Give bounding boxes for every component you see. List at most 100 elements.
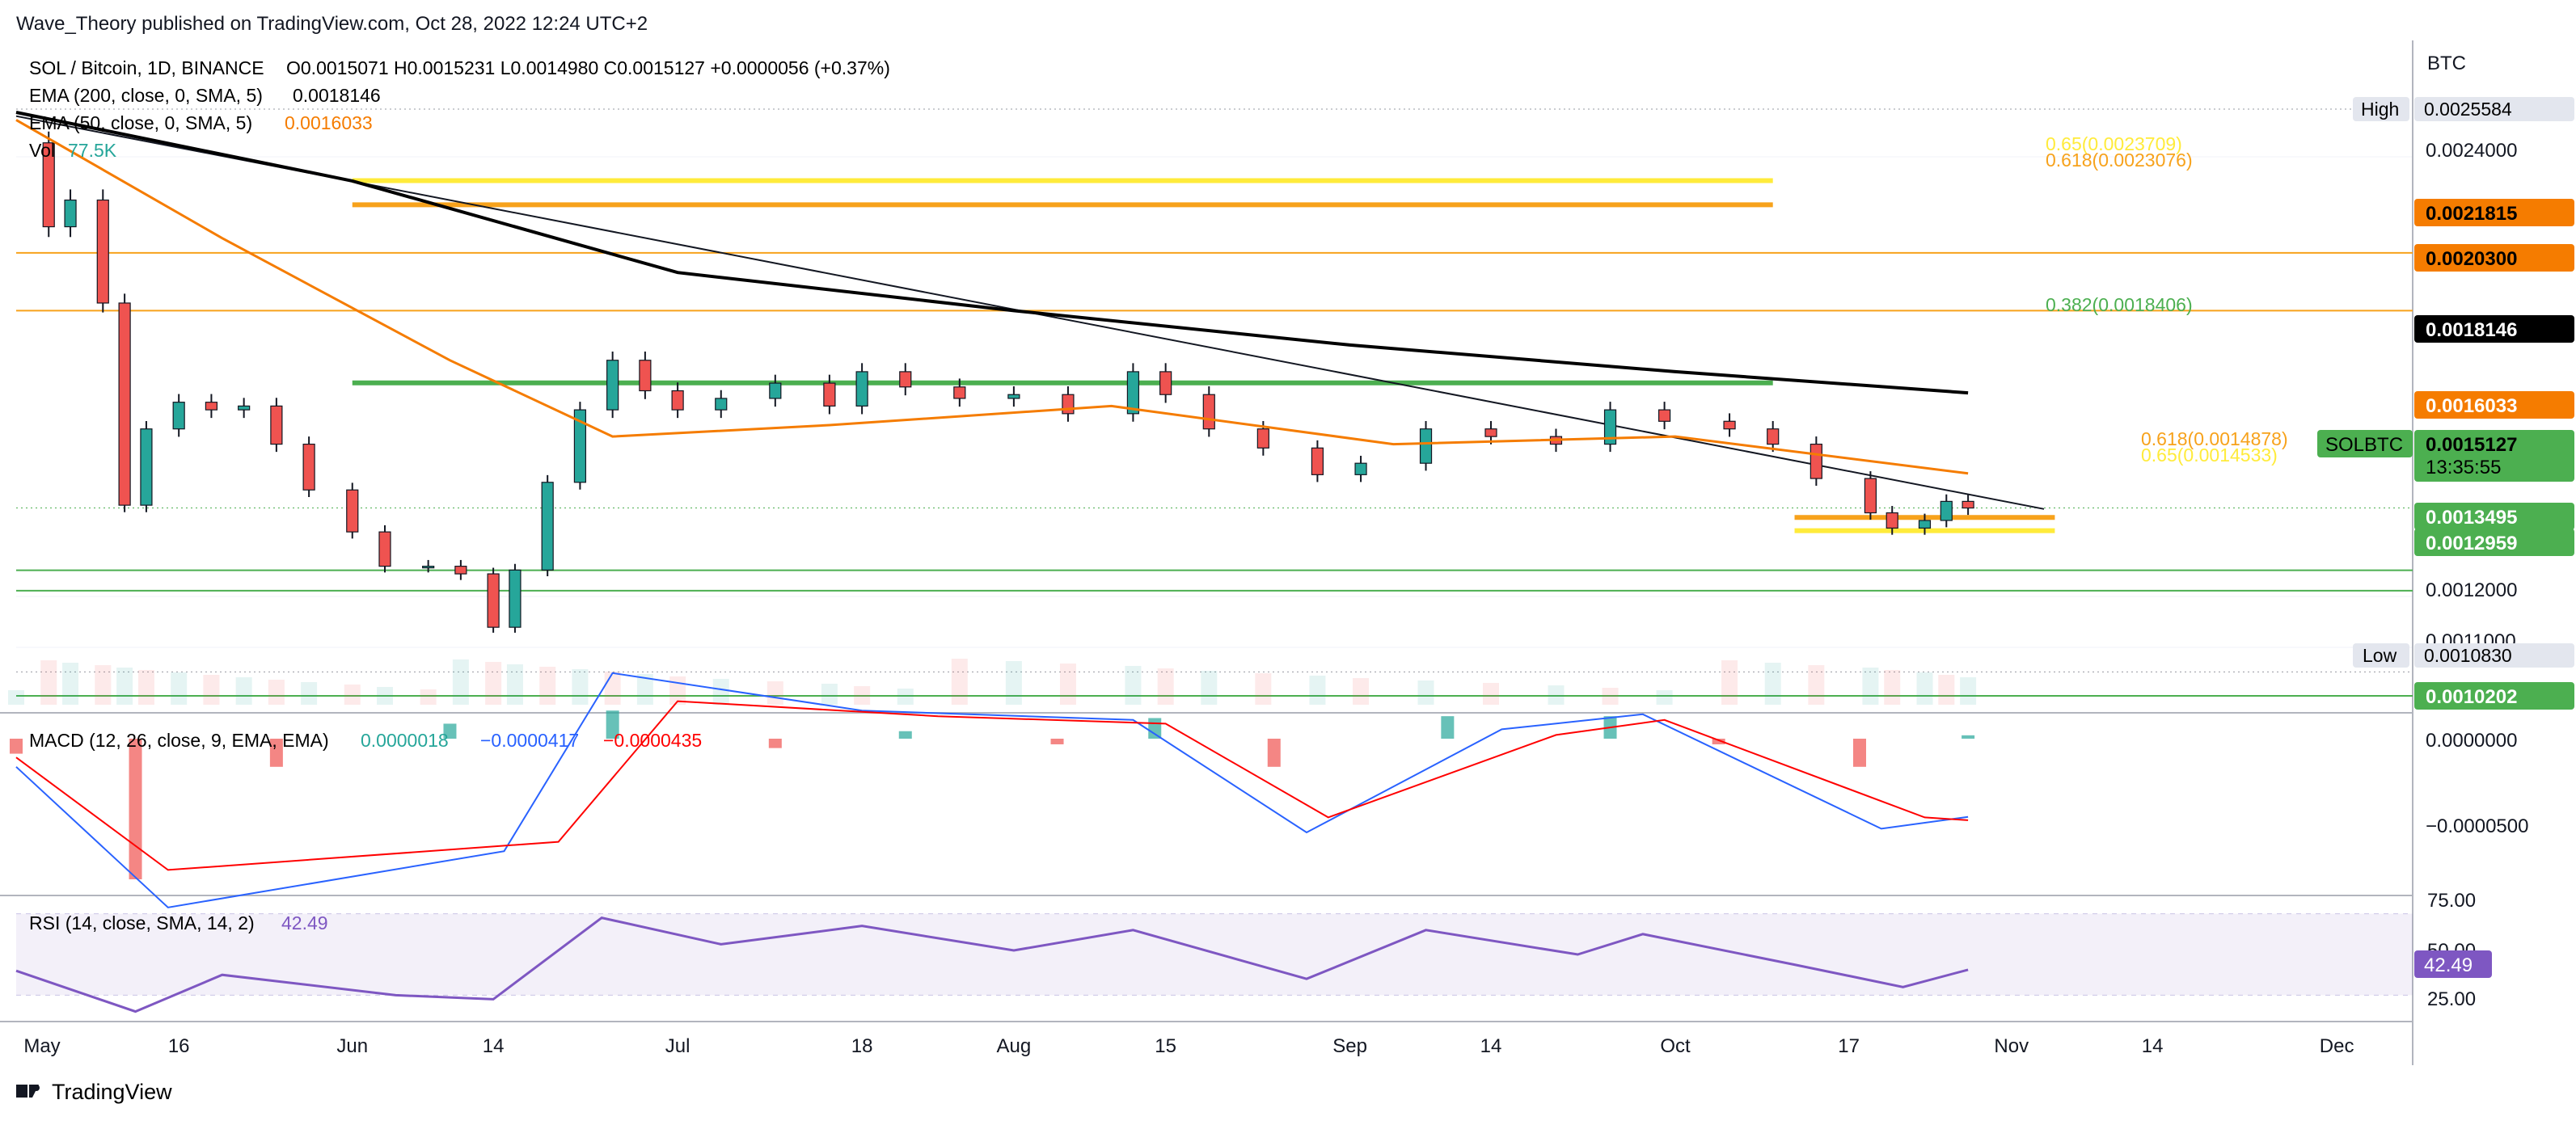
signal-line: [15, 700, 1969, 871]
time-tick: 16: [168, 1035, 190, 1057]
ema50-badge: 0.0016033: [2426, 395, 2517, 417]
volume-bar: [1157, 668, 1174, 705]
candle-body: [172, 402, 185, 430]
ema50-line: [15, 119, 1969, 475]
candle-body: [422, 566, 435, 569]
candle-body: [302, 443, 315, 491]
price-series[interactable]: [42, 131, 1974, 633]
macd-line-value: −0.0000417: [480, 730, 579, 751]
candle-body: [1007, 394, 1020, 399]
volume-bar: [1483, 683, 1499, 705]
rsi-tick: 25.00: [2427, 988, 2476, 1010]
volume-bar: [171, 672, 188, 705]
candle-body: [541, 482, 554, 571]
level-badge: 0.0010202: [2426, 686, 2517, 708]
svg-text:High: High: [2361, 99, 2399, 120]
volume-bar: [1353, 678, 1370, 705]
candle-body: [1603, 409, 1617, 445]
candle-body: [1767, 428, 1780, 445]
volume-bar: [1005, 661, 1022, 705]
ema200-badge: 0.0018146: [2426, 319, 2517, 341]
candle-body: [715, 398, 728, 411]
rsi-series[interactable]: [15, 913, 2413, 1013]
volume-bar: [1417, 680, 1434, 705]
ema50-value: 0.0016033: [285, 112, 373, 133]
volume-bar: [821, 684, 838, 705]
macd-histogram-bar: [1148, 718, 1162, 739]
grid-lines: [16, 156, 2413, 648]
volume-bar: [8, 690, 24, 705]
volume-bar: [1884, 670, 1901, 705]
candle-body: [1256, 428, 1269, 449]
fib-0618-top-label: 0.618(0.0023076): [2046, 150, 2193, 171]
ohlc-values: O0.0015071 H0.0015231 L0.0014980 C0.0015…: [286, 57, 890, 78]
volume-bar: [1309, 676, 1326, 705]
candle-body: [140, 428, 153, 506]
candle-body: [606, 360, 619, 411]
rsi-band: [16, 913, 2413, 996]
time-tick: Oct: [1660, 1035, 1691, 1057]
low-marker: Low 0.0010830: [2353, 643, 2574, 668]
volume-bar: [951, 659, 968, 705]
candle-body: [1484, 428, 1497, 437]
candle-body: [1810, 443, 1822, 479]
volume-bar: [1808, 665, 1825, 705]
macd-histogram-bar: [1441, 716, 1455, 739]
time-axis[interactable]: May 16 Jun 14 Jul 18 Aug 15 Sep 14 Oct 17 Nov 14 Dec: [23, 1035, 2354, 1057]
volume-bar: [572, 669, 589, 705]
macd-tick: 0.0000000: [2426, 730, 2517, 752]
candle-body: [270, 405, 283, 445]
volume-bar: [344, 685, 361, 705]
macd-histogram-bar: [1962, 735, 1975, 739]
tradingview-logo[interactable]: TradingView: [16, 1080, 172, 1104]
volume-bar: [268, 680, 285, 705]
macd-label[interactable]: MACD (12, 26, close, 9, EMA, EMA): [29, 730, 329, 751]
macd-series[interactable]: [10, 672, 1975, 908]
candle-body: [953, 386, 966, 399]
fib-065-low-label: 0.65(0.0014533): [2141, 445, 2278, 466]
ema200-label[interactable]: EMA (200, close, 0, SMA, 5): [29, 85, 263, 106]
volume-label[interactable]: Vol: [29, 140, 55, 161]
candle-body: [899, 371, 912, 388]
volume-bar: [377, 687, 393, 705]
time-tick: Aug: [997, 1035, 1032, 1057]
svg-text:0.0025584: 0.0025584: [2424, 99, 2512, 120]
candle-body: [1311, 447, 1324, 475]
macd-histogram-bar: [1050, 739, 1064, 744]
high-marker: High 0.0025584: [2353, 97, 2574, 121]
svg-text:0.0010830: 0.0010830: [2424, 645, 2512, 666]
moving-averages[interactable]: [15, 111, 1969, 475]
macd-hist-value: 0.0000018: [361, 730, 449, 751]
volume-bar: [1656, 690, 1673, 705]
candle-body: [769, 382, 782, 399]
time-tick: 14: [483, 1035, 505, 1057]
ema50-label[interactable]: EMA (50, close, 0, SMA, 5): [29, 112, 252, 133]
ema200-value: 0.0018146: [293, 85, 381, 106]
volume-bar: [137, 670, 154, 705]
fib-0618-low-label: 0.618(0.0014878): [2141, 428, 2288, 449]
candle-body: [96, 199, 109, 304]
symbol-title[interactable]: SOL / Bitcoin, 1D, BINANCE: [29, 57, 264, 78]
volume-bar: [506, 664, 523, 705]
candle-body: [378, 531, 391, 567]
volume-bar: [95, 665, 112, 705]
macd-histogram-bar: [898, 731, 912, 739]
candle-body: [64, 199, 77, 228]
time-tick: Jul: [665, 1035, 690, 1057]
candle-body: [1126, 371, 1140, 415]
volume-bar: [203, 675, 220, 705]
published-by: Wave_Theory published on TradingView.com…: [16, 13, 648, 35]
candle-body: [118, 302, 131, 506]
candle-body: [1658, 409, 1671, 422]
rsi-label[interactable]: RSI (14, close, SMA, 14, 2): [29, 912, 255, 933]
candle-body: [1354, 462, 1367, 475]
price-badges: 0.0021815 0.0020300 0.0018146 0.0016033 …: [2317, 199, 2574, 978]
volume-bar: [485, 662, 502, 705]
time-tick: 18: [851, 1035, 873, 1057]
volume-bar: [301, 682, 318, 705]
brand-name: TradingView: [52, 1080, 172, 1104]
volume-bar: [1938, 675, 1955, 705]
volume-value: 77.5K: [68, 140, 117, 161]
macd-histogram-bar: [10, 739, 23, 754]
